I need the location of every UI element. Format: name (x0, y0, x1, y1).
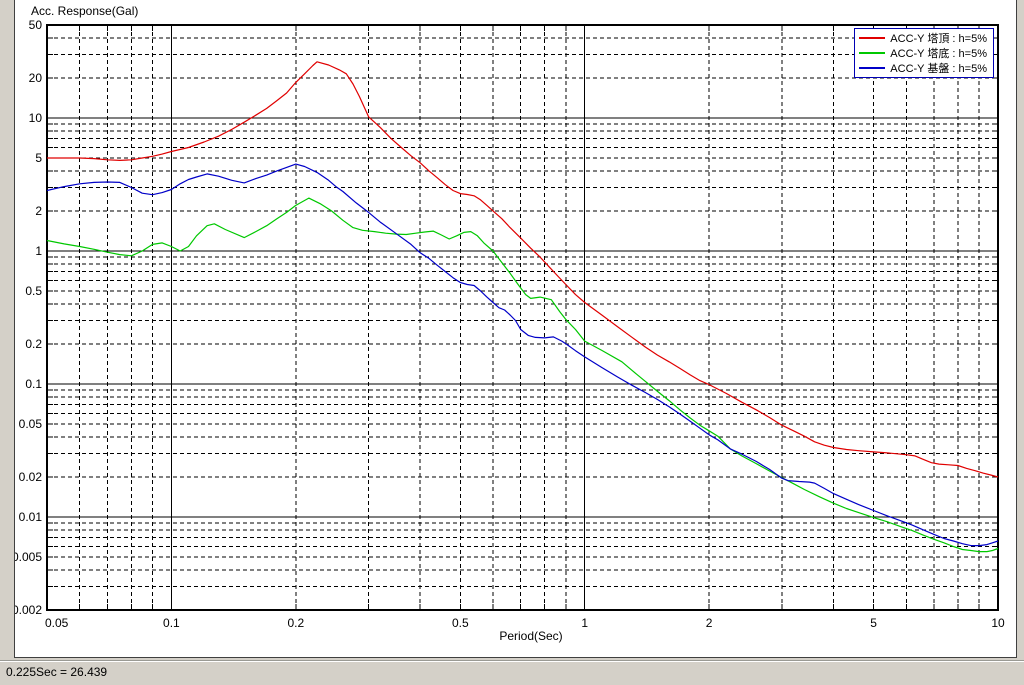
x-tick-label: 0.1 (163, 616, 180, 630)
y-tick-label: 0.05 (19, 417, 43, 431)
legend: ACC-Y 塔頂 : h=5% ACC-Y 塔底 : h=5% ACC-Y 基盤… (854, 28, 994, 78)
y-tick-label: 0.01 (19, 510, 43, 524)
y-tick-label: 0.002 (15, 603, 42, 617)
status-readout: 0.225Sec = 26.439 (6, 665, 108, 679)
y-tick-label: 0.5 (25, 284, 42, 298)
legend-label: ACC-Y 基盤 : h=5% (890, 62, 987, 75)
x-tick-label: 0.2 (287, 616, 304, 630)
legend-line-swatch-red (859, 36, 886, 39)
legend-line-swatch-green (859, 51, 886, 54)
legend-label: ACC-Y 塔底 : h=5% (890, 47, 987, 60)
legend-item: ACC-Y 基盤 : h=5% (859, 60, 987, 75)
y-axis-title: Acc. Response(Gal) (31, 4, 139, 18)
legend-line-swatch-blue (859, 66, 886, 69)
x-axis-title: Period(Sec) (499, 629, 562, 643)
y-tick-label: 50 (29, 18, 43, 32)
legend-label: ACC-Y 塔頂 : h=5% (890, 32, 987, 45)
y-tick-label: 0.1 (25, 377, 42, 391)
series-line-2 (46, 163, 999, 547)
y-tick-label: 20 (29, 71, 43, 85)
plot-border (46, 24, 999, 611)
x-tick-label: 10 (991, 616, 1005, 630)
y-tick-label: 5 (35, 151, 42, 165)
x-tick-label: 2 (706, 616, 713, 630)
y-tick-label: 0.2 (25, 337, 42, 351)
response-spectrum-plot[interactable]: 0.05 0.1 0.2 0.5 1 2 5 10 50 20 10 5 2 1 0.5 0.2 0.1 0.05… (15, 0, 1018, 658)
x-tick-label: 0.05 (45, 616, 69, 630)
series-line-0 (47, 61, 999, 478)
y-tick-label: 2 (35, 204, 42, 218)
y-tick-label: 1 (35, 244, 42, 258)
x-tick-label: 0.5 (452, 616, 469, 630)
y-tick-label: 0.02 (19, 470, 43, 484)
status-bar: 0.225Sec = 26.439 (0, 660, 1024, 685)
x-tick-label: 1 (581, 616, 588, 630)
chart-canvas: 0.05 0.1 0.2 0.5 1 2 5 10 50 20 10 5 2 1 0.5 0.2 0.1 0.05… (14, 0, 1017, 658)
legend-item: ACC-Y 塔頂 : h=5% (859, 30, 987, 45)
legend-item: ACC-Y 塔底 : h=5% (859, 45, 987, 60)
series-line-1 (46, 197, 999, 553)
y-tick-label: 0.005 (15, 550, 42, 564)
y-tick-label: 10 (29, 111, 43, 125)
x-tick-label: 5 (870, 616, 877, 630)
